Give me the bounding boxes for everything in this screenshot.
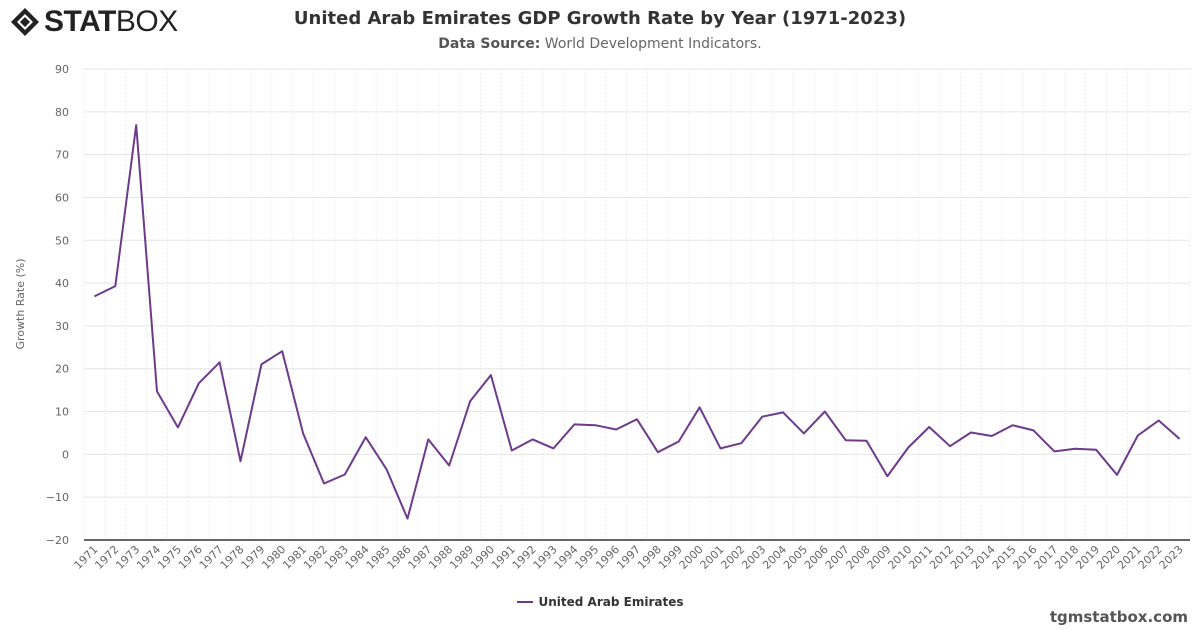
series-line-uae bbox=[93, 124, 1181, 520]
legend-label: United Arab Emirates bbox=[538, 595, 684, 609]
y-tick-label: 10 bbox=[55, 406, 69, 419]
statbox-logo: STATBOX bbox=[10, 5, 178, 38]
y-tick-label: 60 bbox=[55, 191, 69, 204]
y-tick-label: 70 bbox=[55, 149, 69, 162]
y-tick-label: 40 bbox=[55, 277, 69, 290]
y-tick-label: 80 bbox=[55, 106, 69, 119]
diamond-logo-icon bbox=[11, 8, 39, 36]
y-tick-label: 50 bbox=[55, 234, 69, 247]
chart-title: United Arab Emirates GDP Growth Rate by … bbox=[293, 8, 907, 29]
x-tick-label: 2023 bbox=[1157, 543, 1186, 572]
y-tick-label: −10 bbox=[46, 491, 69, 504]
chart-subtitle: Data Source: World Development Indicator… bbox=[0, 36, 1200, 52]
subtitle-label: Data Source: bbox=[438, 36, 541, 52]
y-tick-label: −20 bbox=[46, 534, 69, 547]
y-tick-label: 30 bbox=[55, 320, 69, 333]
legend-swatch bbox=[516, 601, 533, 603]
site-credit: tgmstatbox.com bbox=[1049, 608, 1188, 626]
y-tick-label: 90 bbox=[55, 63, 69, 76]
y-tick-label: 20 bbox=[55, 363, 69, 376]
y-tick-label: 0 bbox=[62, 448, 69, 461]
subtitle-value: World Development Indicators. bbox=[544, 36, 762, 52]
legend-item[interactable]: United Arab Emirates bbox=[0, 595, 1200, 609]
y-axis-label: Growth Rate (%) bbox=[14, 258, 27, 349]
